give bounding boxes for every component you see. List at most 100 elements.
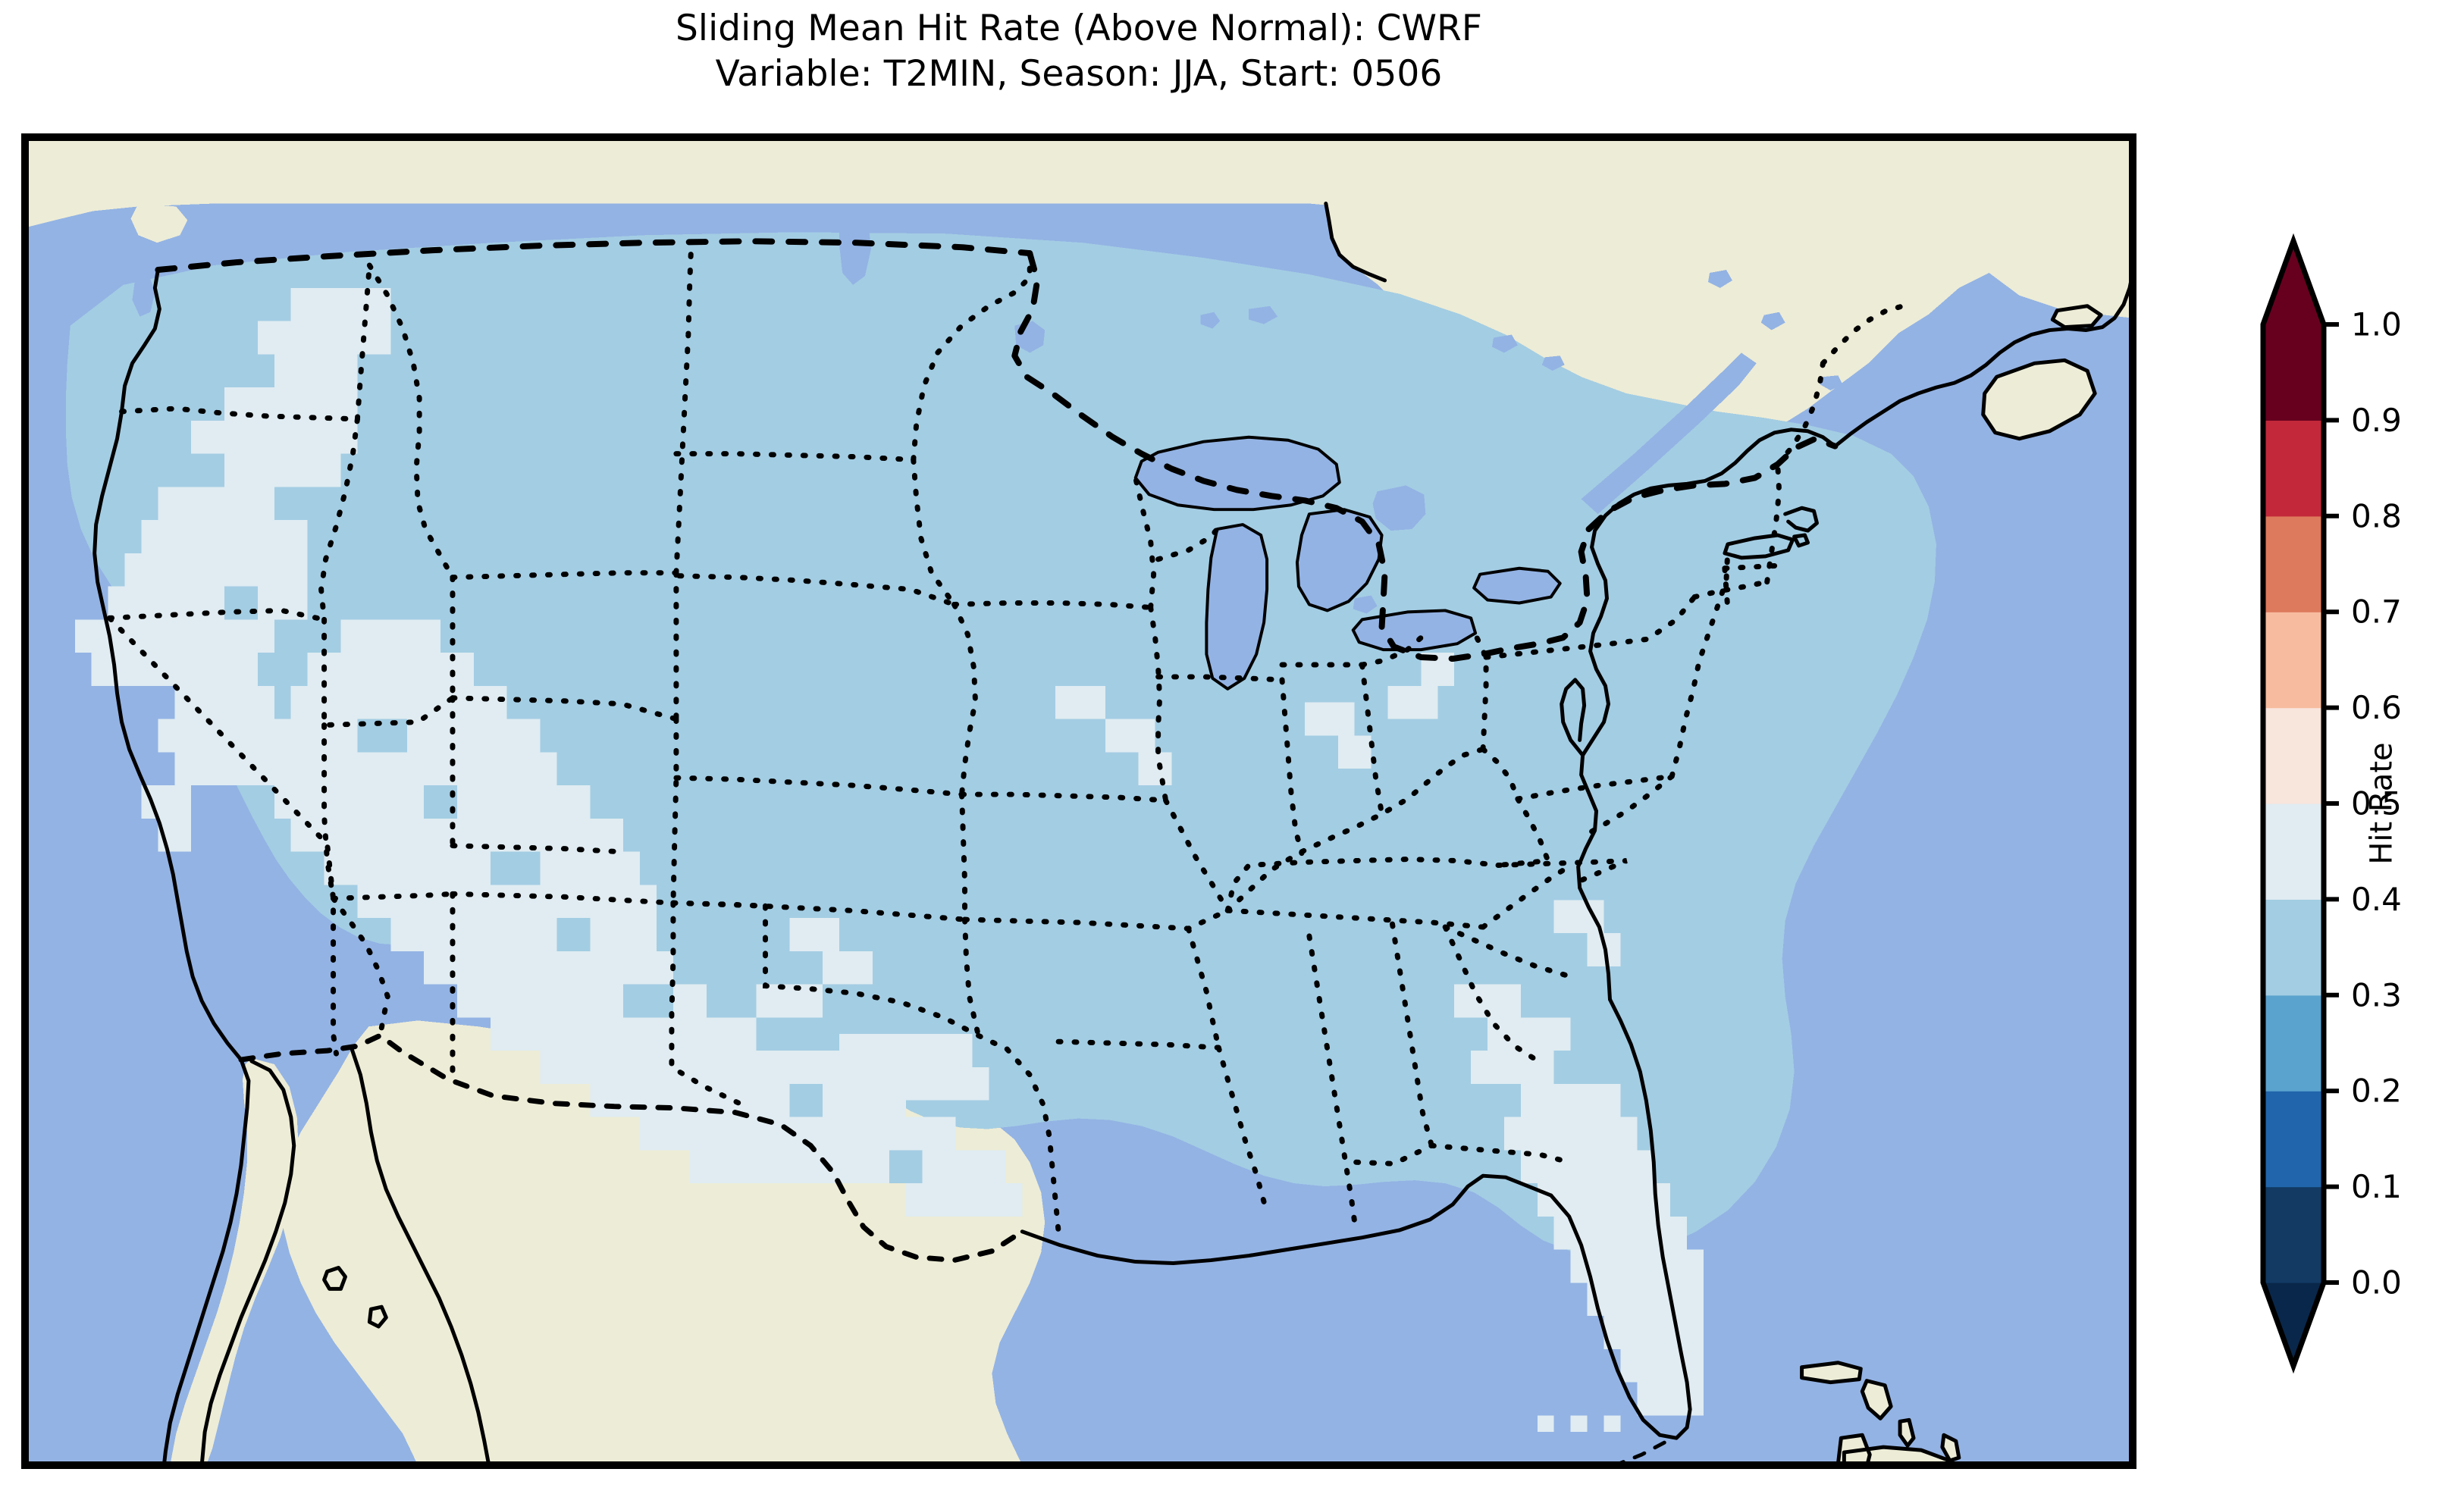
us-canada-border-east [1011, 250, 1839, 662]
border-mi-oh [1359, 634, 1424, 668]
border-wa-id [354, 262, 372, 422]
border-id-mt [366, 262, 456, 581]
colorbar-bands [2263, 241, 2324, 1366]
border-il-in [1279, 677, 1305, 857]
st-lawrence-river [1581, 352, 1757, 515]
border-mo-ks [959, 791, 968, 922]
colorbar-tick-label: 0.3 [2351, 976, 2402, 1013]
border-ia-il [1148, 604, 1169, 803]
border-pa-md [1515, 773, 1675, 802]
border-sd-mn [911, 457, 958, 607]
colorbar-tick-label: 0.6 [2351, 689, 2402, 726]
border-mn-ia [951, 600, 1154, 610]
gulf-coast [1020, 1173, 1553, 1266]
map-svg [25, 137, 2133, 1465]
colorbar-tick-labels: 0.0 0.1 0.2 0.3 0.4 0.5 0.6 0.7 0.8 0.9 1.0 [2351, 306, 2402, 1301]
florida-coast [1549, 998, 1692, 1440]
cuba-outline [1842, 1445, 1955, 1465]
lake-superior-shore [1133, 435, 1341, 512]
map-plot-area [21, 133, 2136, 1469]
colorbar-band [2263, 994, 2324, 1092]
colorbar-band [2263, 420, 2324, 517]
nantucket [1792, 533, 1810, 548]
border-md-va [1580, 773, 1675, 840]
lake-michigan-shore [1205, 523, 1269, 691]
border-nc-tn [1480, 866, 1569, 930]
border-mn-wi [1133, 475, 1157, 610]
lake-huron-shore [1295, 508, 1384, 612]
border-nm-tx [669, 900, 746, 1108]
lake-erie-shore [1351, 609, 1478, 652]
border-la-ms [1215, 1045, 1268, 1211]
border-mo-il [1163, 797, 1230, 913]
chesapeake-bay [1560, 678, 1587, 757]
border-ok-tx [763, 903, 1010, 1052]
coastline-layer [92, 202, 2133, 1465]
pei-outline [2050, 304, 2103, 330]
border-sc-ga [1442, 924, 1539, 1063]
bahamas-outline-1 [1800, 1361, 1863, 1385]
title-line-1: Sliding Mean Hit Rate (Above Normal): CW… [676, 8, 1482, 49]
border-oh-pa [1472, 631, 1489, 752]
border-co-ks [670, 716, 679, 906]
baja-california [170, 1058, 299, 1465]
border-al-fl [1353, 1142, 1434, 1167]
border-mt-wy [450, 570, 679, 581]
canada-lake-f [1760, 312, 1785, 330]
border-tn-ky [1224, 857, 1501, 913]
colorbar-ticks [2324, 322, 2339, 1285]
hudson-bay-coast [1324, 202, 1387, 283]
band-0.3-0.4-accents [224, 487, 1588, 1184]
colorbar-axis-label: Hit Rate [2359, 241, 2405, 1366]
colorbar[interactable]: 0.0 0.1 0.2 0.3 0.4 0.5 0.6 0.7 0.8 0.9 1.0 [2260, 233, 2402, 1374]
baja-west-coast [161, 1057, 251, 1465]
border-nc-sc [1442, 924, 1569, 979]
border-nv-ut [321, 722, 337, 901]
colorbar-tick-label: 0.1 [2351, 1168, 2402, 1205]
border-ct-ny [1722, 565, 1731, 612]
border-ks-ok [670, 900, 968, 922]
border-ny-vt [1691, 579, 1770, 600]
colorbar-band [2263, 324, 2324, 421]
colorbar-over-arrow [2263, 241, 2324, 324]
band-0.4-0.5-patches [74, 287, 1704, 1433]
border-sd-ne [676, 573, 958, 607]
border-oh-wv [1480, 746, 1521, 802]
page-title: Sliding Mean Hit Rate (Above Normal): CW… [0, 6, 2158, 97]
border-ia-mo [959, 791, 1169, 803]
border-ma-ct [1722, 562, 1788, 572]
hitrate-data-layer [65, 232, 1936, 1433]
border-vt-nh [1764, 462, 1782, 585]
border-pa-ny [1483, 594, 1698, 660]
lake-st-clair [1353, 595, 1378, 614]
colorbar-band [2263, 612, 2324, 709]
us-west-coast [92, 268, 243, 1062]
canada-lake-g [1820, 375, 1843, 391]
canada-lake-c [1492, 334, 1518, 353]
colorbar-band [2263, 707, 2324, 804]
border-wi-mi [1155, 526, 1220, 562]
cape-cod [1783, 506, 1819, 533]
nova-scotia [1983, 360, 2096, 439]
canada-east-coast [1832, 271, 2133, 449]
bahamas-outline-2 [1860, 1379, 1893, 1420]
us-canada-border-west [155, 238, 1033, 273]
colorbar-band [2263, 803, 2324, 900]
colorbar-band [2263, 515, 2324, 612]
colorbar-tick-label: 0.5 [2351, 785, 2402, 822]
border-ga-al [1390, 921, 1434, 1148]
border-ms-al [1306, 933, 1359, 1236]
border-wy-co [450, 695, 679, 722]
title-line-2: Variable: T2MIN, Season: JJA, Start: 050… [715, 53, 1443, 96]
bahamas-abaco [1862, 1380, 1892, 1419]
border-ar-la [1055, 1038, 1221, 1051]
bahamas-grand [1801, 1362, 1861, 1383]
border-tx-la [1004, 1046, 1061, 1235]
long-island [1723, 533, 1795, 560]
colorbar-tick-label: 0.4 [2351, 881, 2402, 918]
colorbar-tick-label: 0.2 [2351, 1073, 2402, 1110]
colorbar-band [2263, 1186, 2324, 1283]
border-nd-mn [911, 250, 1033, 463]
gulf-island-outline-a [322, 1266, 347, 1291]
